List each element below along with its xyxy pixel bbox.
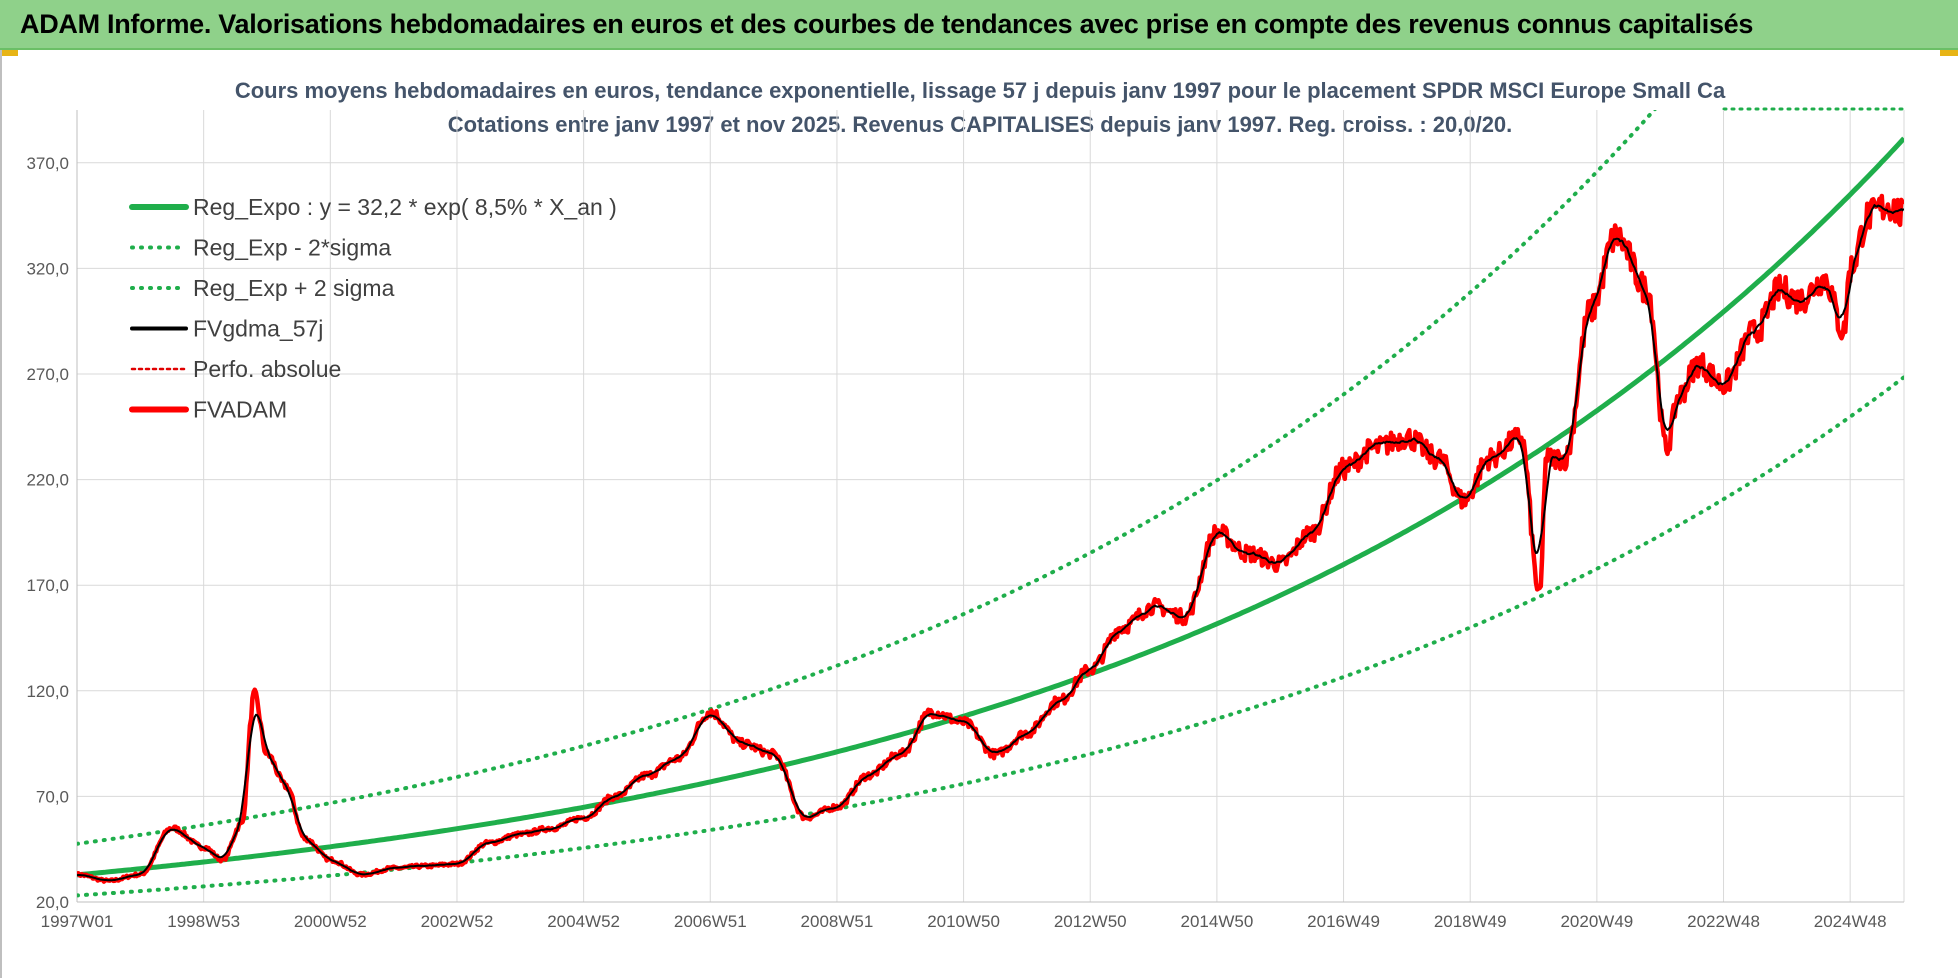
- chart-svg: Cours moyens hebdomadaires en euros, ten…: [26, 78, 1906, 931]
- series-reg-exp-plus-2sigma: [77, 110, 1657, 846]
- chart-subtitle: Cotations entre janv 1997 et nov 2025. R…: [448, 112, 1513, 137]
- axes: 20,0 70,0 120,0 170,0 220,0 270,0 320,0 370,0 19…: [26, 110, 1904, 931]
- x-tick-label: 2010W50: [927, 912, 1000, 931]
- series-reg-expo: [77, 136, 1904, 878]
- legend-label: FVgdma_57j: [193, 316, 323, 342]
- x-tick-label: 1997W01: [41, 912, 114, 931]
- x-tick-label: 2000W52: [294, 912, 367, 931]
- grid: [76, 110, 1905, 903]
- x-tick-label: 2006W51: [674, 912, 747, 931]
- x-tick-label: 2012W50: [1054, 912, 1127, 931]
- legend: Reg_Expo : y = 32,2 * exp( 8,5% * X_an )…: [129, 194, 617, 423]
- y-tick-label: 220,0: [26, 471, 69, 490]
- y-tick-label: 170,0: [26, 576, 69, 595]
- corner-marker-right: [1940, 50, 1958, 56]
- chart-frame: Cours moyens hebdomadaires en euros, ten…: [0, 50, 1958, 978]
- x-tick-label: 1998W53: [167, 912, 240, 931]
- x-tick-label: 2014W50: [1181, 912, 1254, 931]
- chart-title: Cours moyens hebdomadaires en euros, ten…: [235, 78, 1726, 103]
- legend-label: Reg_Expo : y = 32,2 * exp( 8,5% * X_an ): [193, 194, 617, 220]
- legend-label: Reg_Exp - 2*sigma: [193, 235, 391, 261]
- series-fvgdma-57j: [77, 204, 1904, 882]
- y-tick-label: 270,0: [26, 365, 69, 384]
- header-bar: ADAM Informe. Valorisations hebdomadaire…: [0, 0, 1958, 50]
- page-title: ADAM Informe. Valorisations hebdomadaire…: [20, 9, 1754, 39]
- corner-marker-left: [0, 50, 18, 56]
- x-tick-label: 2016W49: [1307, 912, 1380, 931]
- legend-label: Perfo. absolue: [193, 356, 341, 382]
- x-tick-label: 2008W51: [801, 912, 874, 931]
- x-tick-label: 2004W52: [547, 912, 620, 931]
- x-tick-label: 2020W49: [1560, 912, 1633, 931]
- x-tick-label: 2022W48: [1687, 912, 1760, 931]
- legend-label: FVADAM: [193, 397, 287, 423]
- y-tick-label: 20,0: [36, 893, 69, 912]
- series: [77, 110, 1904, 898]
- y-tick-label: 70,0: [36, 787, 69, 806]
- y-tick-label: 120,0: [26, 682, 69, 701]
- x-tick-label: 2018W49: [1434, 912, 1507, 931]
- legend-label: Reg_Exp + 2 sigma: [193, 275, 395, 301]
- x-tick-label: 2024W48: [1814, 912, 1887, 931]
- y-tick-label: 370,0: [26, 154, 69, 173]
- x-tick-label: 2002W52: [421, 912, 494, 931]
- series-reg-exp-minus-2sigma: [77, 375, 1904, 898]
- y-tick-label: 320,0: [26, 259, 69, 278]
